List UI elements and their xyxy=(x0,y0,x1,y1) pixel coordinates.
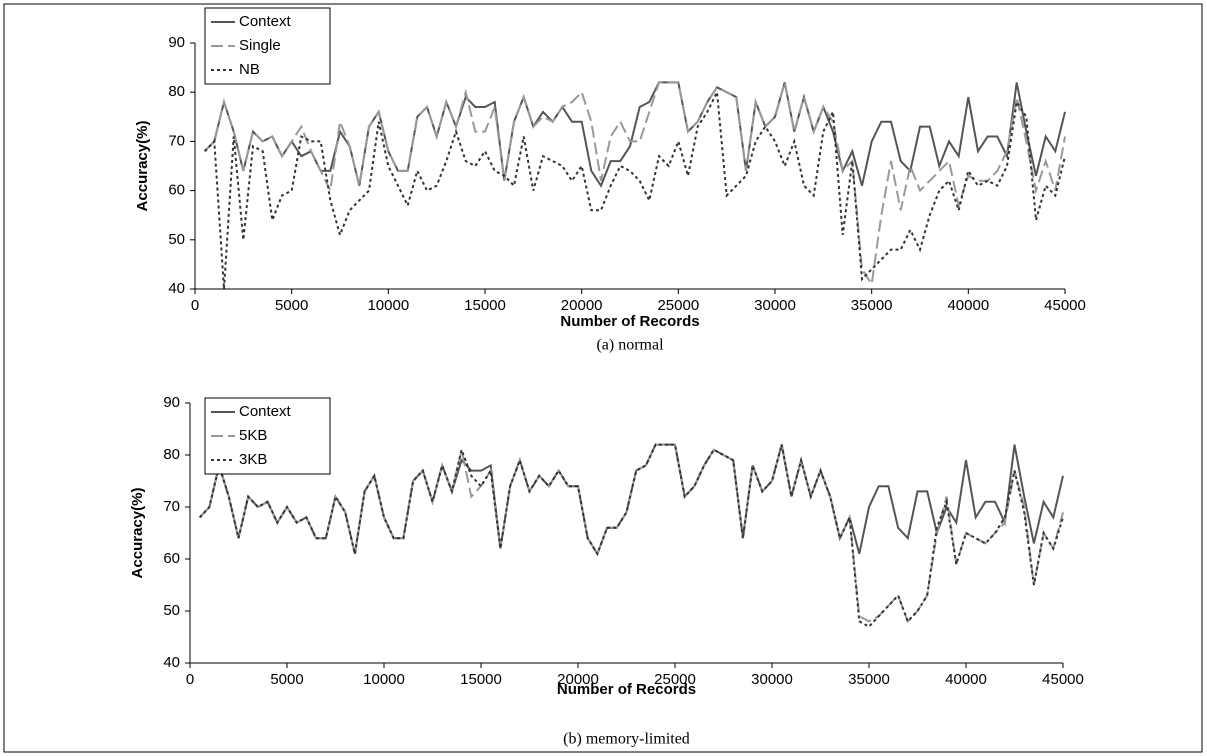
caption: (b) memory-limited xyxy=(563,731,690,748)
legend-label: NB xyxy=(239,61,260,78)
x-tick-label: 45000 xyxy=(1044,297,1086,314)
y-tick-label: 50 xyxy=(168,231,185,248)
y-axis-label: Accuracy(%) xyxy=(134,121,151,212)
x-tick-label: 45000 xyxy=(1042,671,1084,688)
y-tick-label: 80 xyxy=(163,446,180,463)
x-tick-label: 40000 xyxy=(947,297,989,314)
y-tick-label: 40 xyxy=(163,654,180,671)
y-axis-label: Accuracy(%) xyxy=(129,488,146,579)
legend-label: 5KB xyxy=(239,427,267,444)
y-tick-label: 70 xyxy=(163,498,180,515)
x-tick-label: 5000 xyxy=(270,671,303,688)
frame xyxy=(3,3,1203,753)
series-line xyxy=(198,443,1064,628)
legend-label: 3KB xyxy=(239,451,267,468)
legend-label: Context xyxy=(239,403,292,420)
x-tick-label: 25000 xyxy=(654,671,696,688)
x-tick-label: 30000 xyxy=(751,671,793,688)
x-tick-label: 10000 xyxy=(363,671,405,688)
x-axis-label: Number of Records xyxy=(557,681,696,698)
legend-label: Single xyxy=(239,37,281,54)
x-tick-label: 5000 xyxy=(275,297,308,314)
legend-label: Context xyxy=(239,13,292,30)
series-line xyxy=(203,81,1066,188)
legend-box xyxy=(204,397,331,475)
x-tick-label: 0 xyxy=(191,297,199,314)
y-tick-label: 80 xyxy=(168,83,185,100)
y-tick-label: 40 xyxy=(168,280,185,297)
y-tick-label: 70 xyxy=(168,132,185,149)
legend-box xyxy=(204,7,331,85)
x-tick-label: 15000 xyxy=(464,297,506,314)
x-tick-label: 25000 xyxy=(657,297,699,314)
caption: (a) normal xyxy=(596,337,664,354)
x-tick-label: 30000 xyxy=(754,297,796,314)
y-tick-label: 90 xyxy=(168,34,185,51)
x-tick-label: 10000 xyxy=(367,297,409,314)
x-tick-label: 15000 xyxy=(460,671,502,688)
y-tick-label: 90 xyxy=(163,394,180,411)
x-tick-label: 0 xyxy=(186,671,194,688)
x-tick-label: 20000 xyxy=(561,297,603,314)
y-tick-label: 60 xyxy=(163,550,180,567)
x-tick-label: 20000 xyxy=(557,671,599,688)
series-line xyxy=(203,81,1066,287)
x-tick-label: 35000 xyxy=(851,297,893,314)
x-tick-label: 40000 xyxy=(945,671,987,688)
series-line xyxy=(203,88,1066,290)
y-tick-label: 60 xyxy=(168,182,185,199)
x-tick-label: 35000 xyxy=(848,671,890,688)
y-tick-label: 50 xyxy=(163,602,180,619)
x-axis-label: Number of Records xyxy=(560,313,699,330)
